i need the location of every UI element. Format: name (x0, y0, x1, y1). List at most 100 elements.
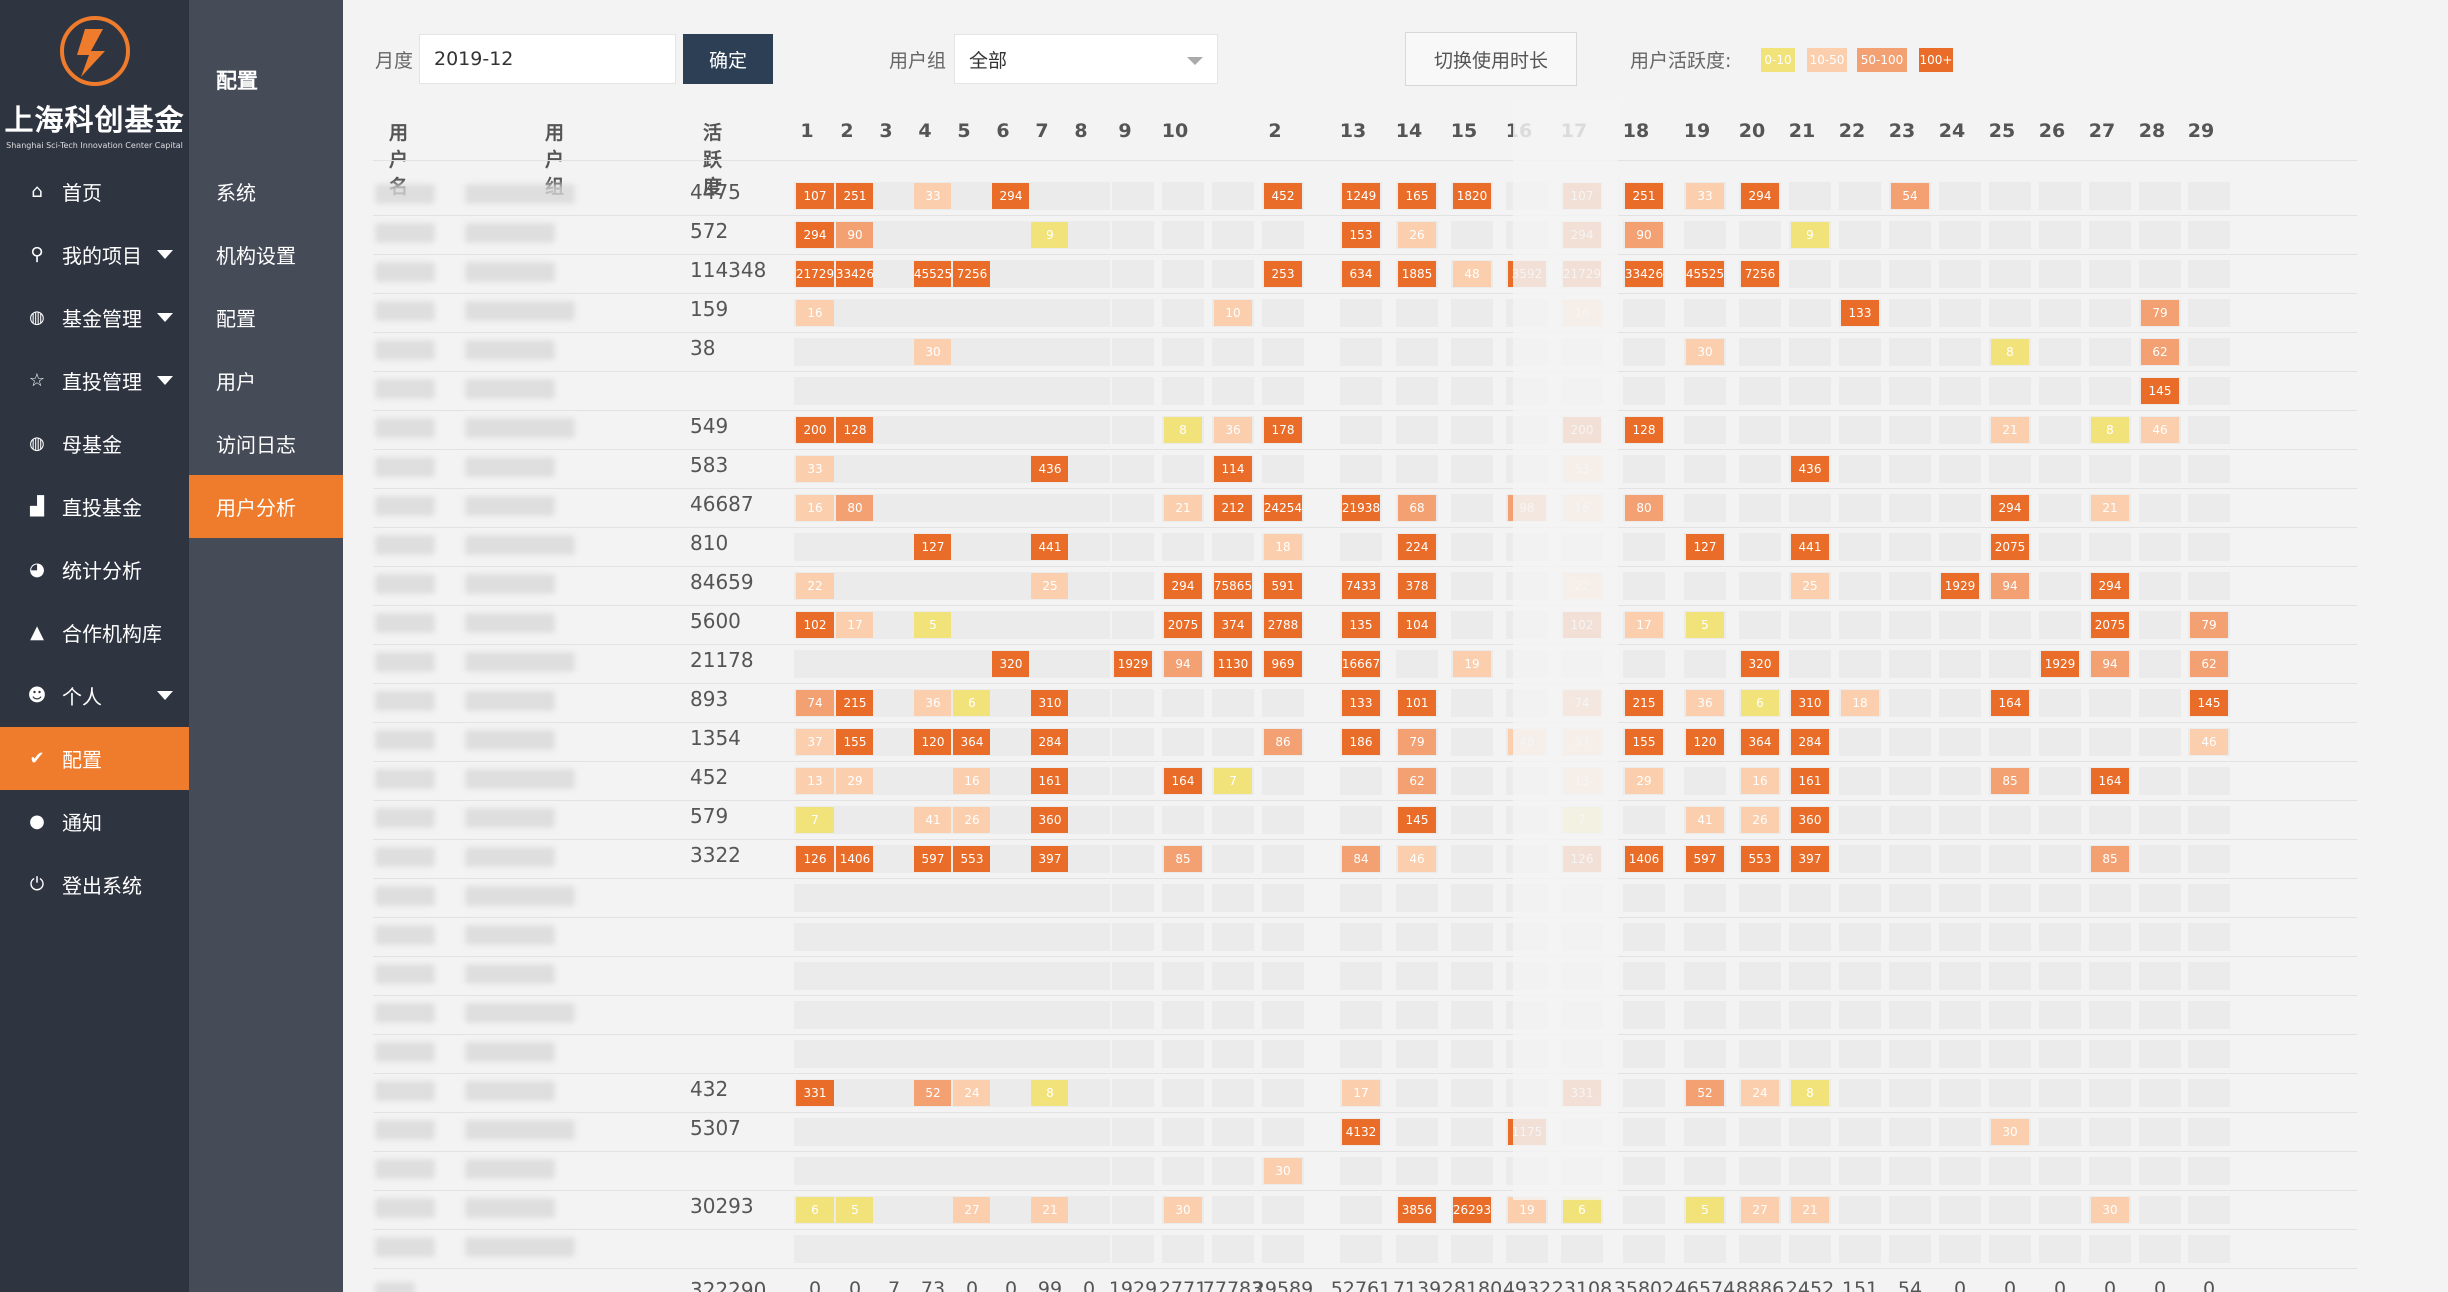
activity-cell[interactable]: 164 (1991, 690, 2029, 716)
day-cell[interactable] (1739, 611, 1781, 639)
day-cell[interactable] (2089, 1040, 2131, 1068)
day-cell[interactable] (1340, 1040, 1382, 1068)
day-cell[interactable] (1939, 845, 1981, 873)
day-cell[interactable] (873, 221, 915, 249)
day-cell[interactable] (2139, 572, 2181, 600)
activity-cell[interactable]: 21 (2091, 495, 2129, 521)
day-cell[interactable] (1939, 533, 1981, 561)
day-cell[interactable] (1068, 962, 1110, 990)
day-cell[interactable] (873, 1196, 915, 1224)
day-cell[interactable] (1212, 1118, 1254, 1146)
day-cell[interactable] (990, 923, 1032, 951)
day-cell[interactable] (1340, 806, 1382, 834)
day-cell[interactable] (951, 1118, 993, 1146)
day-cell[interactable] (2089, 1079, 2131, 1107)
activity-cell[interactable]: 6 (1741, 690, 1779, 716)
day-cell[interactable] (1112, 1157, 1154, 1185)
activity-cell[interactable]: 2788 (1264, 612, 1302, 638)
day-cell[interactable] (794, 884, 836, 912)
day-cell[interactable] (1684, 299, 1726, 327)
nav-item-3[interactable]: ☆ 直投管理 (0, 349, 189, 412)
activity-cell[interactable]: 155 (836, 729, 874, 755)
day-cell[interactable] (873, 806, 915, 834)
day-cell[interactable] (834, 1040, 876, 1068)
day-cell[interactable] (834, 923, 876, 951)
day-cell[interactable] (1789, 1157, 1831, 1185)
day-cell[interactable] (1068, 806, 1110, 834)
day-cell[interactable] (1451, 1157, 1493, 1185)
activity-cell[interactable]: 5 (1686, 1197, 1724, 1223)
day-cell[interactable] (873, 1040, 915, 1068)
day-cell[interactable] (2139, 1235, 2181, 1263)
day-cell[interactable] (1789, 416, 1831, 444)
day-cell[interactable] (1068, 533, 1110, 561)
day-cell[interactable] (1262, 689, 1304, 717)
day-cell[interactable] (912, 377, 954, 405)
day-cell[interactable] (1623, 806, 1665, 834)
activity-cell[interactable]: 17 (1625, 612, 1663, 638)
day-cell[interactable] (1684, 884, 1726, 912)
activity-cell[interactable]: 13 (796, 768, 834, 794)
day-header[interactable]: 3 (879, 120, 893, 142)
activity-cell[interactable]: 26 (1741, 807, 1779, 833)
day-cell[interactable] (1684, 1001, 1726, 1029)
day-cell[interactable] (990, 1235, 1032, 1263)
day-cell[interactable] (2089, 884, 2131, 912)
day-cell[interactable] (1112, 299, 1154, 327)
day-cell[interactable] (1939, 416, 1981, 444)
activity-cell[interactable]: 145 (2141, 378, 2179, 404)
day-cell[interactable] (1839, 533, 1881, 561)
day-cell[interactable] (1162, 455, 1204, 483)
day-cell[interactable] (912, 1118, 954, 1146)
day-cell[interactable] (1989, 611, 2031, 639)
activity-cell[interactable]: 9 (1031, 222, 1069, 248)
activity-cell[interactable]: 52 (914, 1080, 952, 1106)
day-cell[interactable] (1451, 611, 1493, 639)
day-cell[interactable] (1162, 1157, 1204, 1185)
day-cell[interactable] (1068, 182, 1110, 210)
activity-cell[interactable]: 33426 (1625, 261, 1663, 287)
activity-cell[interactable]: 5 (836, 1197, 874, 1223)
day-header[interactable]: 23 (1888, 120, 1916, 142)
day-cell[interactable] (1396, 416, 1438, 444)
day-cell[interactable] (1684, 494, 1726, 522)
activity-cell[interactable]: 21 (1791, 1197, 1829, 1223)
day-cell[interactable] (1029, 494, 1071, 522)
day-cell[interactable] (1739, 416, 1781, 444)
day-cell[interactable] (1112, 884, 1154, 912)
day-cell[interactable] (990, 338, 1032, 366)
day-cell[interactable] (1162, 806, 1204, 834)
day-header[interactable]: 10 (1161, 120, 1189, 142)
day-cell[interactable] (990, 533, 1032, 561)
day-cell[interactable] (1340, 416, 1382, 444)
day-cell[interactable] (1262, 1079, 1304, 1107)
activity-cell[interactable]: 7433 (1342, 573, 1380, 599)
day-cell[interactable] (834, 1157, 876, 1185)
subnav-item-2[interactable]: 配置 (216, 307, 256, 331)
day-cell[interactable] (1684, 1118, 1726, 1146)
day-cell[interactable] (1839, 611, 1881, 639)
day-cell[interactable] (951, 923, 993, 951)
day-cell[interactable] (1396, 1001, 1438, 1029)
day-cell[interactable] (1739, 572, 1781, 600)
activity-cell[interactable]: 86 (1264, 729, 1302, 755)
day-cell[interactable] (834, 338, 876, 366)
day-cell[interactable] (1162, 299, 1204, 327)
day-cell[interactable] (2139, 182, 2181, 210)
activity-cell[interactable]: 2075 (2091, 612, 2129, 638)
day-header[interactable]: 28 (2138, 120, 2166, 142)
activity-cell[interactable]: 114 (1214, 456, 1252, 482)
day-cell[interactable] (1989, 1196, 2031, 1224)
day-cell[interactable] (912, 455, 954, 483)
day-cell[interactable] (1340, 923, 1382, 951)
day-cell[interactable] (1112, 1040, 1154, 1068)
day-cell[interactable] (794, 533, 836, 561)
activity-cell[interactable]: 29 (836, 768, 874, 794)
day-cell[interactable] (1939, 221, 1981, 249)
nav-item-11[interactable]: ⏻ 登出系统 (0, 853, 189, 916)
day-cell[interactable] (1839, 884, 1881, 912)
nav-item-4[interactable]: ◍ 母基金 (0, 412, 189, 475)
activity-cell[interactable]: 1929 (1114, 651, 1152, 677)
day-cell[interactable] (1068, 689, 1110, 717)
day-header[interactable]: 2 (1268, 120, 1282, 142)
